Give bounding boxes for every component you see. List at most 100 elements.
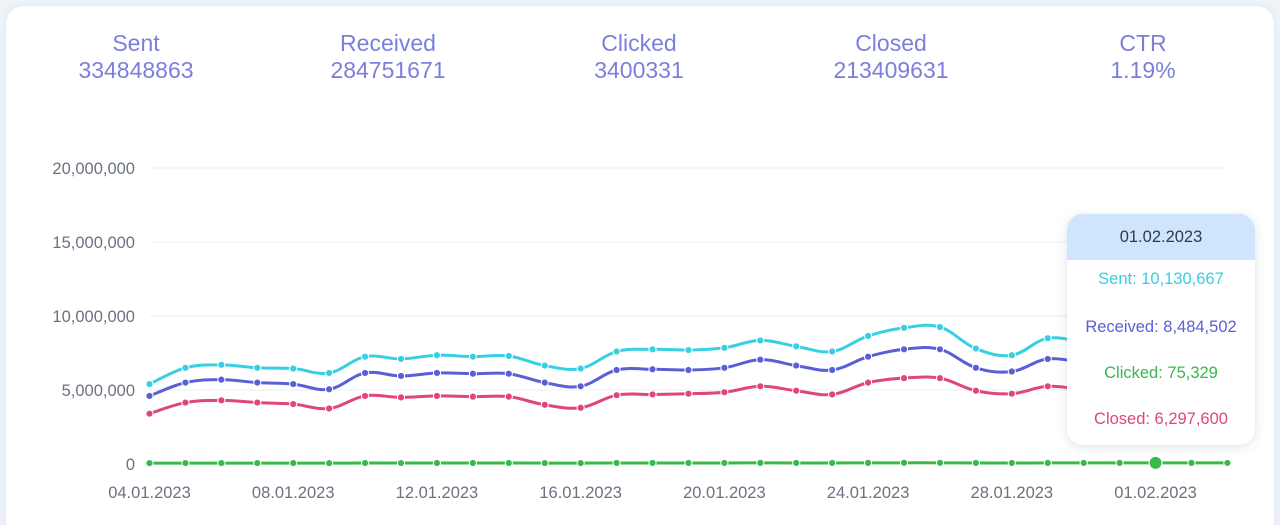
data-point-clicked[interactable] xyxy=(1007,458,1016,468)
data-point-clicked[interactable] xyxy=(217,458,226,468)
data-point-clicked[interactable] xyxy=(864,458,873,467)
data-point-closed[interactable] xyxy=(432,391,442,401)
data-point-sent[interactable] xyxy=(648,345,657,354)
data-point-clicked[interactable] xyxy=(971,458,980,468)
data-point-received[interactable] xyxy=(468,369,477,378)
data-point-received[interactable] xyxy=(217,375,226,384)
data-point-sent[interactable] xyxy=(720,343,729,352)
data-point-sent[interactable] xyxy=(576,364,585,373)
data-point-received[interactable] xyxy=(612,365,621,375)
data-point-closed[interactable] xyxy=(828,390,837,399)
data-point-clicked[interactable] xyxy=(145,459,154,468)
data-point-closed[interactable] xyxy=(899,374,909,383)
data-point-sent[interactable] xyxy=(792,342,801,351)
data-point-sent[interactable] xyxy=(540,361,549,370)
data-point-sent[interactable] xyxy=(828,347,837,356)
data-point-received[interactable] xyxy=(971,363,980,372)
data-point-clicked[interactable] xyxy=(289,458,298,468)
data-point-sent[interactable] xyxy=(289,364,298,373)
data-point-sent[interactable] xyxy=(612,347,621,356)
data-point-clicked[interactable] xyxy=(504,458,513,468)
data-point-closed[interactable] xyxy=(864,378,873,387)
data-point-clicked[interactable] xyxy=(181,458,190,468)
data-point-received[interactable] xyxy=(504,369,513,378)
data-point-clicked[interactable] xyxy=(935,458,945,467)
data-point-sent[interactable] xyxy=(1007,351,1016,360)
data-point-clicked[interactable] xyxy=(648,458,657,468)
data-point-closed[interactable] xyxy=(253,398,262,407)
data-point-clicked[interactable] xyxy=(828,458,837,468)
data-point-received[interactable] xyxy=(396,371,406,381)
data-point-closed[interactable] xyxy=(325,404,334,413)
data-point-sent[interactable] xyxy=(971,344,980,353)
data-point-sent[interactable] xyxy=(253,363,262,372)
data-point-clicked[interactable] xyxy=(720,458,729,468)
data-point-clicked[interactable] xyxy=(899,458,909,467)
data-point-sent[interactable] xyxy=(181,363,190,372)
data-point-clicked[interactable] xyxy=(792,458,801,468)
data-point-received[interactable] xyxy=(864,352,873,361)
data-point-clicked[interactable] xyxy=(1079,458,1088,468)
data-point-received[interactable] xyxy=(145,391,154,401)
data-point-clicked[interactable] xyxy=(1223,458,1232,468)
data-point-received[interactable] xyxy=(1007,367,1016,376)
data-point-closed[interactable] xyxy=(648,390,657,399)
data-point-closed[interactable] xyxy=(1007,389,1016,398)
data-point-sent[interactable] xyxy=(396,354,406,364)
data-point-received[interactable] xyxy=(325,385,334,394)
data-point-clicked[interactable] xyxy=(576,459,585,468)
data-point-closed[interactable] xyxy=(468,392,477,401)
data-point-closed[interactable] xyxy=(181,398,190,407)
data-point-received[interactable] xyxy=(720,363,729,372)
data-point-clicked[interactable] xyxy=(684,458,693,468)
data-point-sent[interactable] xyxy=(684,345,693,355)
data-point-received[interactable] xyxy=(253,378,262,387)
data-point-sent[interactable] xyxy=(504,351,513,361)
data-point-received[interactable] xyxy=(684,365,693,375)
data-point-closed[interactable] xyxy=(612,391,621,400)
data-point-closed[interactable] xyxy=(217,396,226,405)
data-point-closed[interactable] xyxy=(504,392,513,401)
data-point-closed[interactable] xyxy=(720,388,729,397)
data-point-closed[interactable] xyxy=(145,409,154,418)
data-point-received[interactable] xyxy=(1043,354,1052,364)
data-point-received[interactable] xyxy=(648,365,657,374)
data-point-clicked[interactable] xyxy=(325,459,334,468)
data-point-received[interactable] xyxy=(828,365,837,375)
data-point-closed[interactable] xyxy=(360,391,370,401)
data-point-closed[interactable] xyxy=(684,389,693,398)
data-point-closed[interactable] xyxy=(971,386,980,395)
data-point-closed[interactable] xyxy=(289,399,298,409)
data-point-sent[interactable] xyxy=(145,379,154,389)
data-point-received[interactable] xyxy=(181,378,190,387)
data-point-received[interactable] xyxy=(432,368,442,378)
data-point-clicked[interactable] xyxy=(1187,458,1196,468)
data-point-clicked[interactable] xyxy=(432,458,442,468)
data-point-received[interactable] xyxy=(576,382,585,391)
data-point-clicked[interactable] xyxy=(468,458,477,468)
data-point-closed[interactable] xyxy=(935,374,945,383)
data-point-closed[interactable] xyxy=(756,382,765,391)
data-point-received[interactable] xyxy=(756,355,765,364)
data-point-clicked[interactable] xyxy=(1115,458,1124,467)
data-point-sent[interactable] xyxy=(756,336,765,345)
data-point-clicked[interactable] xyxy=(756,458,765,468)
data-point-clicked[interactable] xyxy=(360,458,370,468)
data-point-clicked[interactable] xyxy=(1148,455,1163,470)
data-point-sent[interactable] xyxy=(217,360,226,369)
data-point-received[interactable] xyxy=(899,345,909,354)
data-point-received[interactable] xyxy=(540,378,549,387)
data-point-clicked[interactable] xyxy=(612,458,621,468)
data-point-sent[interactable] xyxy=(325,368,334,378)
data-point-clicked[interactable] xyxy=(253,458,262,468)
data-point-clicked[interactable] xyxy=(1043,458,1052,467)
data-point-sent[interactable] xyxy=(935,323,945,332)
data-point-clicked[interactable] xyxy=(396,458,406,468)
data-point-closed[interactable] xyxy=(792,386,801,395)
data-point-sent[interactable] xyxy=(899,323,909,332)
data-point-closed[interactable] xyxy=(540,400,549,409)
data-point-sent[interactable] xyxy=(1043,334,1052,343)
data-point-received[interactable] xyxy=(360,368,370,378)
data-point-sent[interactable] xyxy=(468,352,477,361)
